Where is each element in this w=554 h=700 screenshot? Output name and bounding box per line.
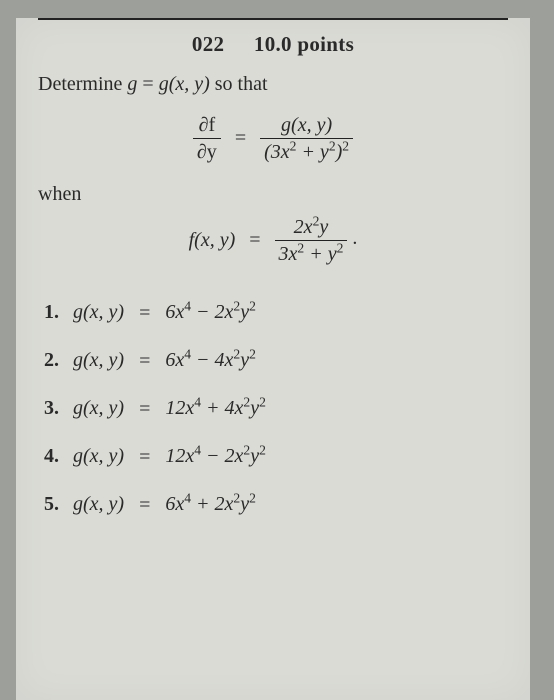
choice-lhs: g(x, y) — [73, 301, 124, 323]
eq2-lhs: f(x, y) — [189, 229, 236, 251]
choice-4: 4. g(x, y) = 12x4 − 2x2y2 — [38, 433, 508, 481]
answer-choices: 1. g(x, y) = 6x4 − 2x2y2 2. g(x, y) = 6x… — [38, 271, 508, 529]
choice-number: 1. — [44, 301, 68, 324]
eq2-rhs-den: 3x2 + y2 — [275, 241, 348, 265]
choice-rhs: 6x4 − 2x2y2 — [165, 301, 256, 323]
eq1-lhs-num: ∂f — [199, 114, 216, 136]
choice-lhs: g(x, y) — [73, 493, 124, 515]
choice-lhs: g(x, y) — [73, 445, 124, 467]
eq2-rhs-num: 2x2y — [275, 216, 348, 241]
equation-1: ∂f ∂y = g(x, y) (3x2 + y2)2 — [38, 108, 508, 169]
choice-5: 5. g(x, y) = 6x4 + 2x2y2 — [38, 481, 508, 529]
points-label: 10.0 points — [254, 32, 354, 56]
choice-number: 2. — [44, 349, 68, 372]
choice-equals: = — [129, 302, 160, 325]
choice-lhs: g(x, y) — [73, 397, 124, 419]
eq1-equals: = — [225, 127, 256, 150]
top-rule — [38, 18, 508, 20]
eq2-period: . — [347, 227, 357, 249]
choice-equals: = — [129, 446, 160, 469]
eq-sign: = — [137, 73, 158, 95]
eq1-rhs-num: g(x, y) — [260, 114, 353, 139]
choice-rhs: 6x4 + 2x2y2 — [165, 493, 256, 515]
eq1-lhs-den: ∂y — [197, 141, 217, 163]
choice-rhs: 12x4 + 4x2y2 — [165, 397, 266, 419]
eq1-lhs-frac: ∂f ∂y — [193, 114, 221, 163]
problem-page: 022 10.0 points Determine g = g(x, y) so… — [16, 18, 530, 700]
choice-equals: = — [129, 350, 160, 373]
choice-number: 5. — [44, 493, 68, 516]
choice-equals: = — [129, 494, 160, 517]
eq1-rhs-den: (3x2 + y2)2 — [260, 139, 353, 163]
g-rhs: g(x, y) — [159, 73, 210, 95]
choice-rhs: 6x4 − 4x2y2 — [165, 349, 256, 371]
choice-equals: = — [129, 398, 160, 421]
question-number: 022 — [192, 32, 224, 56]
choice-number: 4. — [44, 445, 68, 468]
choice-1: 1. g(x, y) = 6x4 − 2x2y2 — [38, 289, 508, 337]
choice-number: 3. — [44, 397, 68, 420]
choice-rhs: 12x4 − 2x2y2 — [165, 445, 266, 467]
eq2-rhs-frac: 2x2y 3x2 + y2 — [275, 216, 348, 265]
choice-2: 2. g(x, y) = 6x4 − 4x2y2 — [38, 337, 508, 385]
prompt-suffix: so that — [210, 73, 268, 95]
prompt-line: Determine g = g(x, y) so that — [38, 71, 508, 108]
problem-header: 022 10.0 points — [38, 28, 508, 71]
equation-2: f(x, y) = 2x2y 3x2 + y2 . — [38, 210, 508, 271]
when-label: when — [38, 169, 508, 210]
choice-lhs: g(x, y) — [73, 349, 124, 371]
choice-3: 3. g(x, y) = 12x4 + 4x2y2 — [38, 385, 508, 433]
eq1-rhs-frac: g(x, y) (3x2 + y2)2 — [260, 114, 353, 163]
prompt-prefix: Determine — [38, 73, 127, 95]
g-lhs: g — [127, 73, 137, 95]
eq2-equals: = — [239, 229, 270, 252]
